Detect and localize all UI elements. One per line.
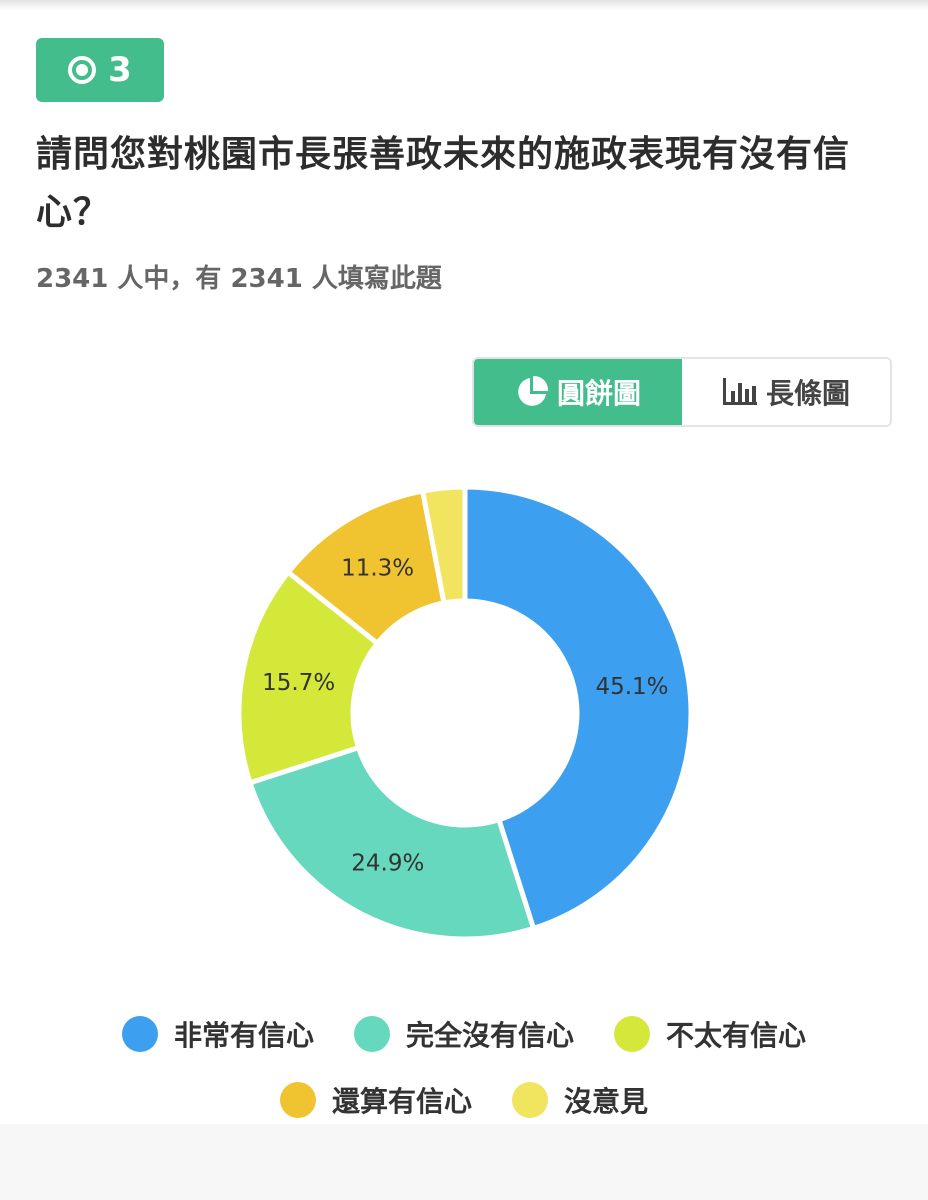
question-card: 3 請問您對桃園市長張善政未來的施政表現有沒有信心？ 2341 人中，有 234… xyxy=(0,0,928,1124)
question-title: 請問您對桃園市長張善政未來的施政表現有沒有信心？ xyxy=(36,134,851,233)
slice-no-opinion[interactable] xyxy=(420,484,468,606)
legend-label: 非常有信心 xyxy=(173,1019,314,1052)
bar-chart-label: 長條圖 xyxy=(765,377,850,410)
bar-chart-button[interactable]: 長條圖 xyxy=(682,359,890,425)
legend-item-no-opinion[interactable]: 沒意見 xyxy=(512,1080,648,1120)
legend-row-2: 還算有信心 沒意見 xyxy=(0,1080,928,1120)
slice-label: 24.9% xyxy=(351,850,424,876)
slice-not-at-all-confident[interactable] xyxy=(247,745,536,942)
legend-label: 還算有信心 xyxy=(331,1085,472,1118)
bar-chart-icon xyxy=(722,378,757,405)
question-number-badge: 3 xyxy=(36,38,164,102)
top-shadow xyxy=(0,0,928,10)
legend-swatch xyxy=(614,1016,650,1052)
chart-view-toggle: 圓餅圖 長條圖 xyxy=(472,357,892,427)
slice-label: 45.1% xyxy=(595,674,668,700)
slice-label: 15.7% xyxy=(262,670,335,696)
legend-label: 沒意見 xyxy=(564,1085,649,1118)
slice-label: 11.3% xyxy=(341,555,414,581)
legend-item-very-confident[interactable]: 非常有信心 xyxy=(121,1014,314,1054)
legend-label: 完全沒有信心 xyxy=(405,1019,574,1052)
legend-item-not-at-all-confident[interactable]: 完全沒有信心 xyxy=(353,1014,574,1054)
legend-label: 不太有信心 xyxy=(666,1019,807,1052)
slice-not-very-confident[interactable] xyxy=(236,569,380,786)
legend-item-not-very-confident[interactable]: 不太有信心 xyxy=(614,1014,806,1054)
legend-swatch xyxy=(512,1082,548,1118)
slice-very-confident[interactable] xyxy=(462,484,694,931)
pie-chart-button[interactable]: 圓餅圖 xyxy=(474,359,682,425)
legend-row-1: 非常有信心 完全沒有信心 不太有信心 xyxy=(0,1014,928,1054)
pie-chart-label: 圓餅圖 xyxy=(556,377,641,410)
question-number: 3 xyxy=(108,50,132,90)
legend-swatch xyxy=(279,1082,316,1118)
pie-chart-icon xyxy=(518,375,549,406)
legend-swatch xyxy=(353,1016,390,1052)
legend-swatch xyxy=(121,1016,158,1052)
donut-chart: 45.1% 24.9% 15.7% 11.3% xyxy=(236,484,694,942)
response-stats: 2341 人中，有 2341 人填寫此題 xyxy=(36,264,442,294)
legend-item-somewhat-confident[interactable]: 還算有信心 xyxy=(279,1080,472,1120)
radio-icon xyxy=(68,56,97,84)
